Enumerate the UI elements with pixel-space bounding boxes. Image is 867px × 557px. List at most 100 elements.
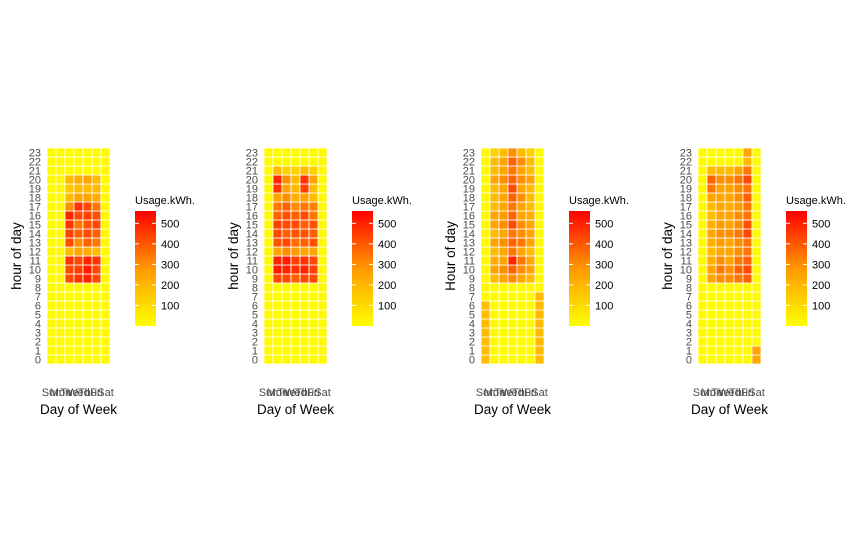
heatmap-tile <box>73 246 84 257</box>
heatmap-tile <box>46 318 57 329</box>
heatmap-tile <box>308 336 319 347</box>
heatmap-tile <box>525 273 536 284</box>
legend-title: Usage.kWh. <box>569 195 629 207</box>
legend-tick-label: 100 <box>812 300 830 312</box>
heatmap-tile <box>281 174 292 185</box>
heatmap-tile <box>281 318 292 329</box>
heatmap-tile <box>724 156 735 167</box>
heatmap-tile <box>751 174 762 185</box>
heatmap-tile <box>299 336 310 347</box>
heatmap-tile <box>697 255 708 266</box>
heatmap-tile <box>715 318 726 329</box>
y-tick-label: 1 <box>469 346 475 358</box>
heatmap-tile <box>498 174 509 185</box>
heatmap-tile <box>706 228 717 239</box>
heatmap-tile <box>534 219 545 230</box>
heatmap-tile <box>55 192 66 203</box>
heatmap-tile <box>525 165 536 176</box>
heatmap-tile <box>46 210 57 221</box>
heatmap-tile <box>498 156 509 167</box>
heatmap-tile <box>489 273 500 284</box>
y-tick-label: 5 <box>252 310 258 322</box>
heatmap-tile <box>733 273 744 284</box>
y-tick-label: 6 <box>35 301 41 313</box>
y-tick-label: 16 <box>463 211 475 223</box>
heatmap-tile <box>73 309 84 320</box>
heatmap-tile <box>64 300 75 311</box>
heatmap-tile <box>308 246 319 257</box>
heatmap-tile <box>507 327 518 338</box>
heatmap-tile <box>55 237 66 248</box>
heatmap-tile <box>733 210 744 221</box>
y-tick-label: 17 <box>463 202 475 214</box>
heatmap-tile <box>534 192 545 203</box>
heatmap-tile <box>82 300 93 311</box>
y-tick-label: 4 <box>252 319 258 331</box>
legend-tick-label: 500 <box>595 218 613 230</box>
heatmap-tile <box>733 327 744 338</box>
heatmap-tile <box>534 318 545 329</box>
heatmap-tile <box>308 165 319 176</box>
heatmap-tile <box>697 246 708 257</box>
x-tick-label: Sun <box>259 387 279 399</box>
heatmap-tile <box>308 300 319 311</box>
heatmap-panels: 01234567891011121314151617181920212223Su… <box>9 148 846 418</box>
heatmap-tile <box>498 210 509 221</box>
y-tick-label: 23 <box>29 148 41 160</box>
heatmap-tile <box>706 264 717 275</box>
heatmap-tile <box>516 354 527 365</box>
heatmap-panel-1: 01234567891011121314151617181920212223Su… <box>9 148 195 418</box>
heatmap-tile <box>498 273 509 284</box>
heatmap-tile <box>516 165 527 176</box>
heatmap-tile <box>489 336 500 347</box>
heatmap-tile <box>525 336 536 347</box>
heatmap-tile <box>706 192 717 203</box>
heatmap-tile <box>742 309 753 320</box>
heatmap-tile <box>697 273 708 284</box>
heatmap-tile <box>715 282 726 293</box>
heatmap-tile <box>100 183 111 194</box>
heatmap-tile <box>697 228 708 239</box>
heatmap-tile <box>516 273 527 284</box>
heatmap-tile <box>489 318 500 329</box>
heatmap-tile <box>715 147 726 158</box>
heatmap-tile <box>525 147 536 158</box>
heatmap-tile <box>480 246 491 257</box>
heatmap-tile <box>489 237 500 248</box>
heatmap-tile <box>733 228 744 239</box>
y-tick-label: 15 <box>29 220 41 232</box>
heatmap-tile <box>507 237 518 248</box>
heatmap-tile <box>516 228 527 239</box>
heatmap-tile <box>82 219 93 230</box>
heatmap-tile <box>724 327 735 338</box>
heatmap-tile <box>706 273 717 284</box>
y-tick-label: 15 <box>463 220 475 232</box>
heatmap-tile <box>706 327 717 338</box>
x-tick-label: Mon <box>267 387 288 399</box>
heatmap-tile <box>751 309 762 320</box>
heatmap-tile <box>100 174 111 185</box>
y-tick-label: 21 <box>246 166 258 178</box>
heatmap-tile <box>733 318 744 329</box>
y-tick-label: 12 <box>246 247 258 259</box>
heatmap-tile <box>91 264 102 275</box>
heatmap-tile <box>724 300 735 311</box>
heatmap-tile <box>480 354 491 365</box>
heatmap-tile <box>715 354 726 365</box>
heatmap-tile <box>308 201 319 212</box>
heatmap-tile <box>73 201 84 212</box>
heatmap-tile <box>64 174 75 185</box>
y-tick-label: 17 <box>680 202 692 214</box>
heatmap-tile <box>706 318 717 329</box>
x-tick-label: Mon <box>50 387 71 399</box>
heatmap-tile <box>281 273 292 284</box>
x-tick-label: Sat <box>314 387 331 399</box>
heatmap-tile <box>272 318 283 329</box>
heatmap-tile <box>751 354 762 365</box>
heatmap-tile <box>706 255 717 266</box>
heatmap-tile <box>263 147 274 158</box>
heatmap-tile <box>498 192 509 203</box>
heatmap-tile <box>534 309 545 320</box>
heatmap-tile <box>697 165 708 176</box>
heatmap-tile <box>100 147 111 158</box>
